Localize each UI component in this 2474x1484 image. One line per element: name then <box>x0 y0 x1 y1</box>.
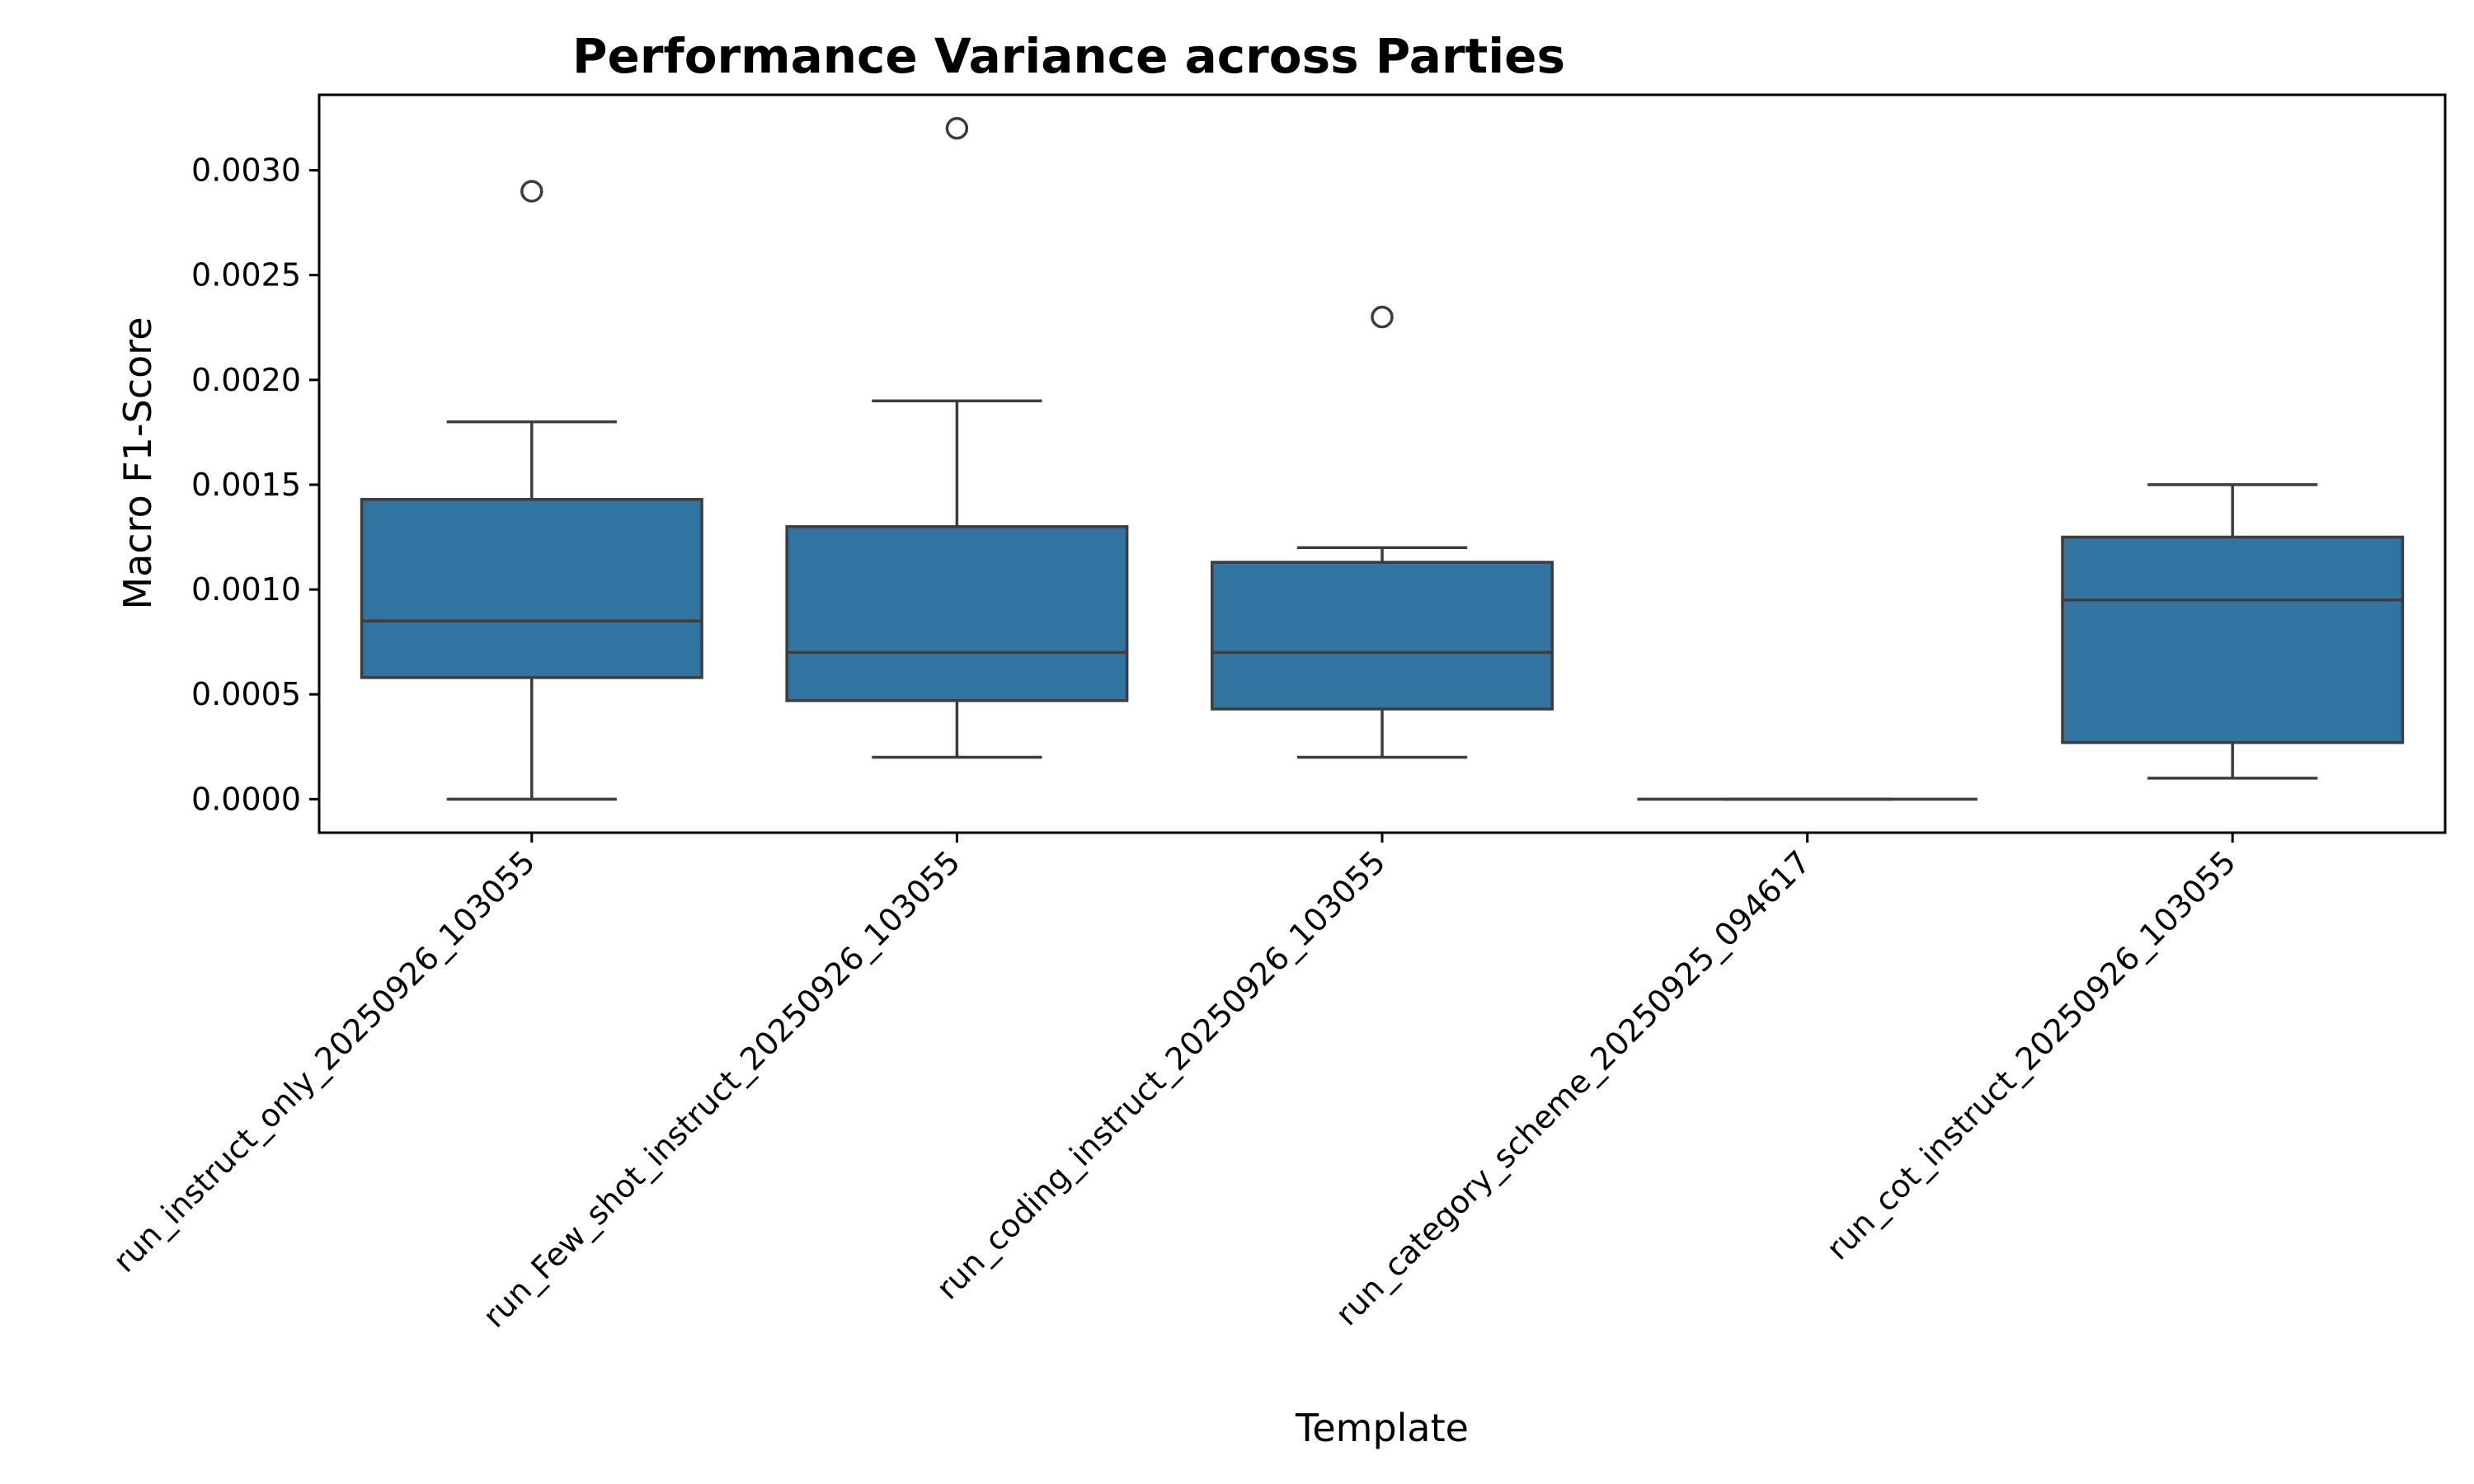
box-iqr <box>1211 561 1554 711</box>
x-tick-label: run_coding_instruct_20250926_103055 <box>929 843 1393 1307</box>
box-group <box>2061 483 2405 780</box>
y-tick-label: 0.0030 <box>191 153 301 189</box>
x-tick-label: run_category_scheme_20250925_094617 <box>1329 843 1818 1332</box>
outlier-point <box>1371 305 1394 329</box>
y-tick-label: 0.0005 <box>191 676 301 712</box>
box-group <box>1211 305 1554 759</box>
y-axis-label: Macro F1-Score <box>115 317 160 610</box>
y-tick-label: 0.0025 <box>191 257 301 294</box>
y-tick-label: 0.0015 <box>191 467 301 503</box>
outlier-point <box>945 116 969 140</box>
box-group <box>360 180 703 801</box>
x-tick-label: run_instruct_only_20250926_103055 <box>106 843 543 1280</box>
y-tick-label: 0.0000 <box>191 781 301 817</box>
x-tick-label: run_Few_shot_instruct_20250926_103055 <box>476 843 967 1335</box>
x-axis: run_instruct_only_20250926_103055run_Few… <box>106 833 2243 1335</box>
plot-area <box>360 116 2405 801</box>
chart-title: Performance Variance across Parties <box>572 28 1565 84</box>
box-iqr <box>785 525 1129 702</box>
y-tick-label: 0.0010 <box>191 571 301 608</box>
x-axis-label: Template <box>1295 1406 1469 1450</box>
box-iqr <box>360 497 703 679</box>
box-iqr <box>2061 535 2405 744</box>
y-tick-label: 0.0020 <box>191 362 301 398</box>
x-tick-label: run_cot_instruct_20250926_103055 <box>1819 843 2242 1266</box>
y-axis: 0.0000 0.0005 0.0010 0.0015 0.0020 0.0025 0.00… <box>191 153 319 817</box>
outlier-point <box>520 180 543 203</box>
box-group <box>785 116 1129 759</box>
